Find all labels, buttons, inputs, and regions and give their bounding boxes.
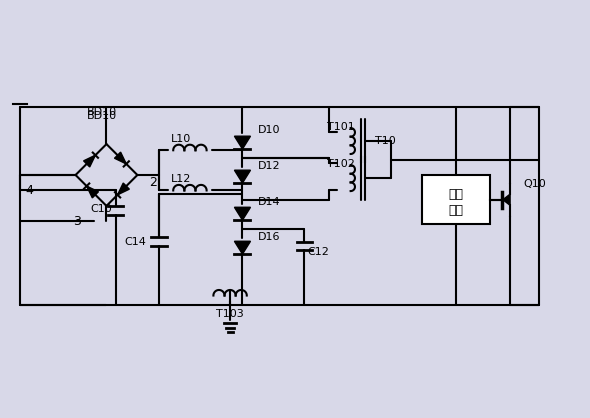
Text: L10: L10 bbox=[171, 134, 191, 144]
Polygon shape bbox=[84, 155, 96, 167]
Text: C12: C12 bbox=[307, 247, 329, 257]
Text: 2: 2 bbox=[149, 176, 157, 189]
Text: T10: T10 bbox=[375, 136, 396, 146]
Polygon shape bbox=[234, 241, 251, 254]
Polygon shape bbox=[503, 194, 510, 205]
Text: 電路: 電路 bbox=[448, 204, 463, 217]
Text: D12: D12 bbox=[258, 161, 280, 171]
Text: D10: D10 bbox=[258, 125, 280, 135]
Polygon shape bbox=[114, 152, 126, 164]
Text: T103: T103 bbox=[216, 309, 244, 319]
Text: 4: 4 bbox=[25, 184, 33, 197]
Text: BD10: BD10 bbox=[87, 111, 117, 121]
Polygon shape bbox=[117, 183, 129, 195]
Text: D14: D14 bbox=[258, 196, 280, 206]
Text: BD10: BD10 bbox=[87, 107, 117, 117]
Text: T101: T101 bbox=[327, 122, 355, 132]
Polygon shape bbox=[87, 186, 99, 198]
Text: T102: T102 bbox=[327, 159, 355, 169]
Text: C14: C14 bbox=[124, 237, 147, 247]
Text: Q10: Q10 bbox=[524, 179, 546, 189]
FancyBboxPatch shape bbox=[422, 175, 490, 224]
Polygon shape bbox=[234, 136, 251, 149]
Text: C10: C10 bbox=[91, 204, 113, 214]
Text: 3: 3 bbox=[73, 215, 81, 228]
Text: D16: D16 bbox=[258, 232, 280, 242]
Text: L12: L12 bbox=[171, 174, 191, 184]
Polygon shape bbox=[234, 207, 251, 220]
Text: 控制: 控制 bbox=[448, 188, 463, 201]
Polygon shape bbox=[234, 170, 251, 183]
